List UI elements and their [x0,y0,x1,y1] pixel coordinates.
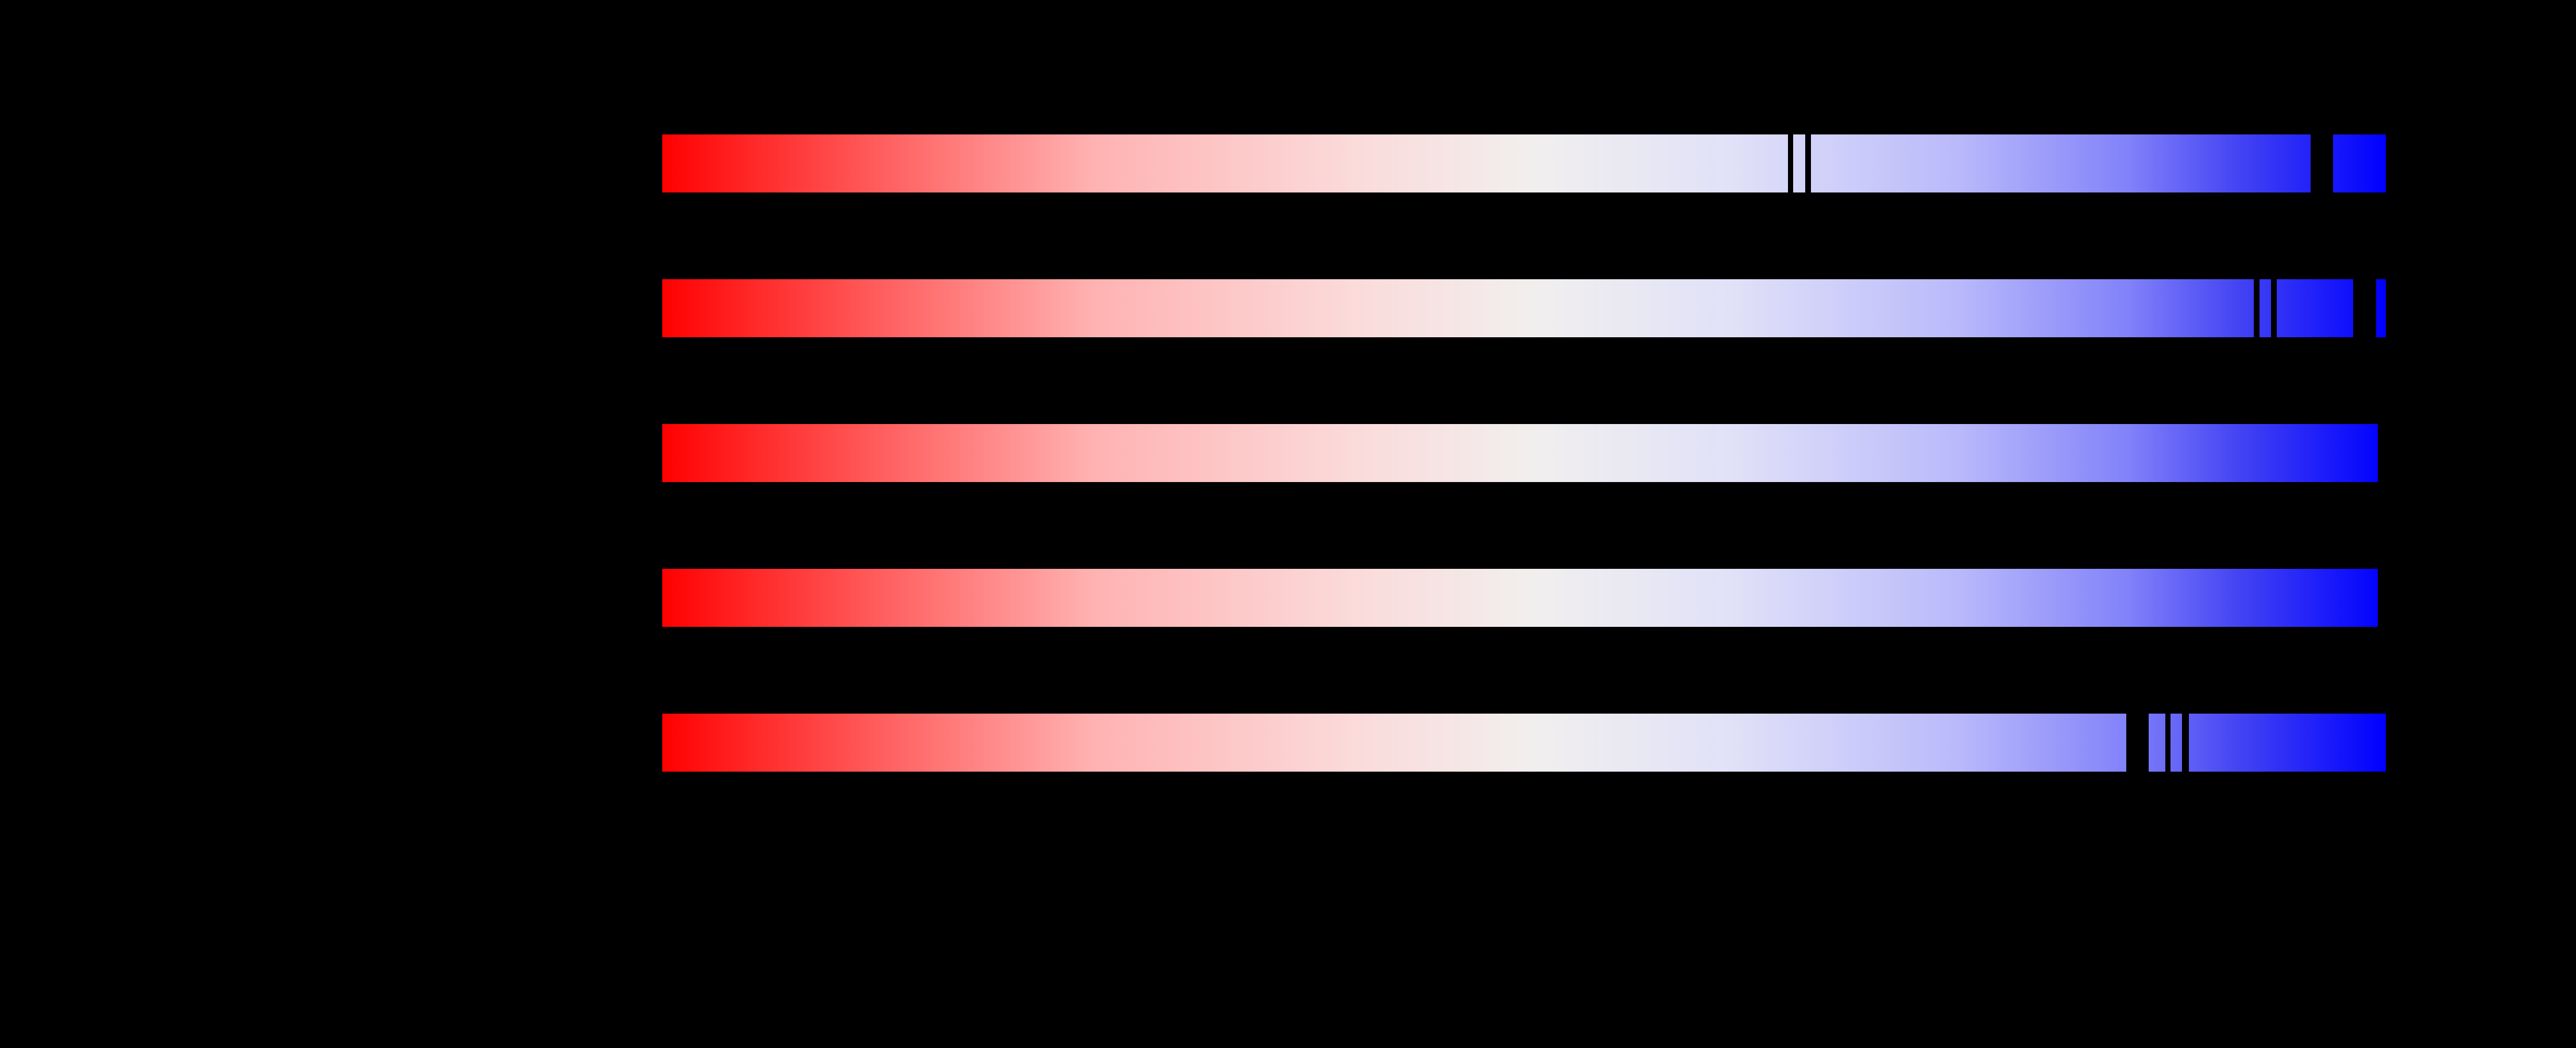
tick-mark [2271,279,2277,337]
gap-mark [2126,714,2149,772]
tick-mark [2165,714,2171,772]
end-trim-mark [2378,569,2386,627]
tick-mark [1788,134,1793,192]
tick-mark [2254,279,2260,337]
gradient-bar-5 [662,714,2386,772]
gap-mark [2353,279,2376,337]
gradient-bar-1 [662,134,2386,192]
gradient-bar-3 [662,424,2386,482]
tick-mark [1805,134,1811,192]
gradient-bar-4 [662,569,2386,627]
end-trim-mark [2378,424,2386,482]
gap-mark [2311,134,2333,192]
gradient-bar-2 [662,279,2386,337]
tick-mark [2182,714,2189,772]
